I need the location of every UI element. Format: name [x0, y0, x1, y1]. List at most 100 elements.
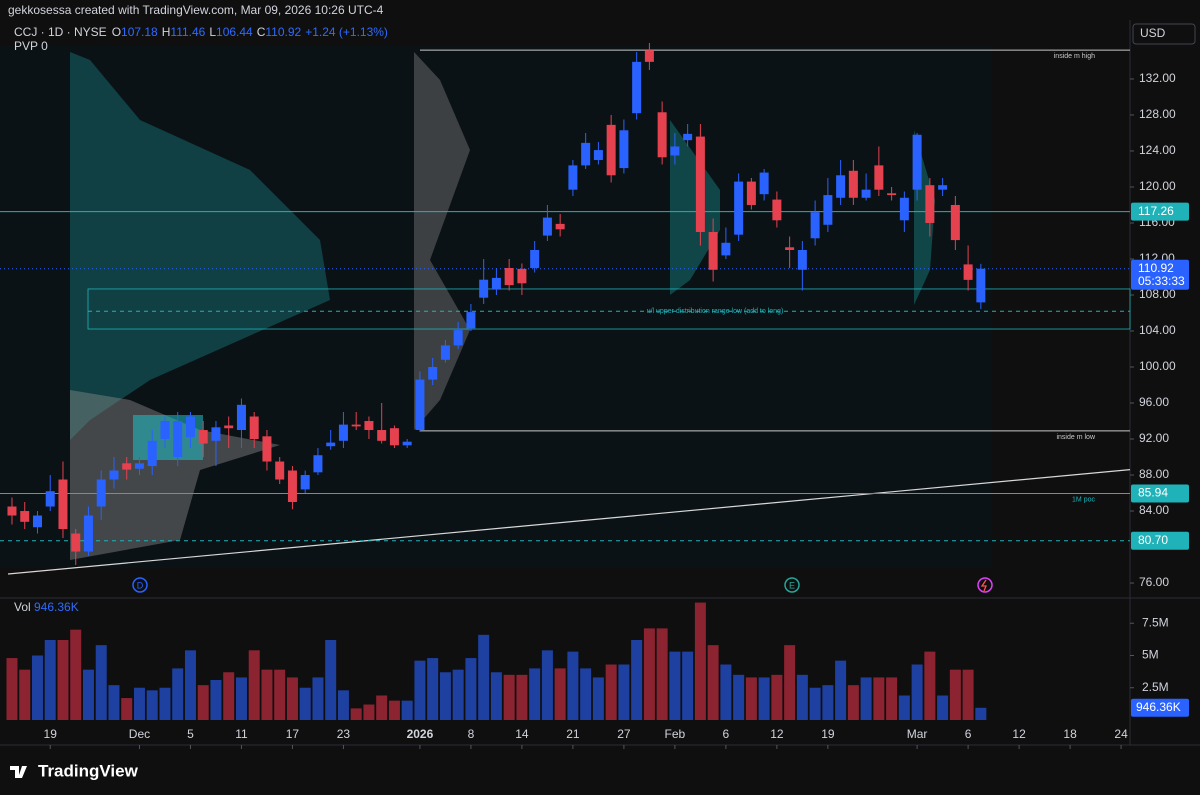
volume-bar — [516, 674, 528, 720]
indicator: PVP 0 — [14, 39, 48, 53]
x-tick-label: 5 — [187, 727, 194, 741]
volume-bar — [376, 695, 388, 720]
zone — [87, 288, 1131, 330]
change: +1.24 (+1.13%) — [305, 25, 388, 39]
candle-body — [568, 165, 578, 190]
volume-bar — [210, 680, 222, 720]
candle-body — [160, 421, 170, 440]
ohlc-value: 110.92 — [265, 25, 301, 39]
volume-bar — [873, 677, 885, 720]
volume-profile — [670, 120, 720, 295]
candle-body — [275, 461, 285, 480]
volume-bar — [19, 669, 31, 720]
y-tick-label: 76.00 — [1139, 575, 1169, 589]
y-tick-label: 120.00 — [1139, 179, 1176, 193]
vol-name: Vol — [14, 600, 31, 614]
ohlc-value: 111.46 — [170, 25, 205, 39]
x-tick-label: 14 — [515, 727, 529, 741]
last-price-box — [1131, 259, 1189, 290]
indicator-name: PVP — [14, 39, 38, 53]
volume-bar — [235, 677, 247, 720]
volume-bar — [6, 658, 18, 720]
y-tick-label: 92.00 — [1139, 431, 1169, 445]
ohlc-key: L — [209, 25, 216, 39]
x-tick-label: 18 — [1063, 727, 1077, 741]
price-label-box — [1131, 531, 1189, 550]
volume-bar — [835, 660, 847, 720]
candle-body — [504, 267, 514, 286]
y-tick-label: 128.00 — [1139, 107, 1176, 121]
volume-bar — [771, 674, 783, 720]
candle-body — [721, 242, 731, 256]
volume-bar — [44, 640, 56, 720]
trendline — [7, 469, 1131, 575]
last-price: 110.92 — [1138, 261, 1174, 275]
volume-profile — [70, 52, 330, 440]
candle-body — [555, 223, 565, 230]
candle-body — [657, 112, 667, 158]
candle-body — [899, 197, 909, 221]
volume-bar — [784, 645, 796, 720]
x-tick-label: 17 — [286, 727, 300, 741]
candle-body — [938, 185, 948, 190]
candle-body — [619, 130, 629, 169]
volume-bar — [388, 700, 400, 720]
candle-body — [122, 463, 132, 470]
level-text: 1M poc — [1072, 496, 1095, 503]
candle-body — [211, 427, 221, 441]
candle-body — [147, 440, 157, 467]
volume-bar — [643, 628, 655, 720]
volume-bar — [847, 685, 859, 720]
candle-body — [7, 506, 17, 516]
candle-body — [581, 142, 591, 166]
x-tick-label: 19 — [821, 727, 835, 741]
logo-mark — [10, 766, 27, 778]
volume-bar — [975, 707, 987, 720]
legend: CCJ · 1D · NYSE O107.18 H111.46 L106.44 C110… — [14, 25, 388, 39]
volume-bar — [898, 695, 910, 720]
logo: TradingView — [10, 761, 139, 780]
volume-bar — [70, 629, 82, 720]
y-tick-label: 124.00 — [1139, 143, 1176, 157]
volume-bar — [962, 669, 974, 720]
candle-body — [874, 165, 884, 190]
candle-body — [300, 475, 310, 490]
volume-bar — [937, 695, 949, 720]
x-tick-label: 21 — [566, 727, 580, 741]
currency-box[interactable] — [1132, 23, 1196, 45]
volume-bar — [184, 650, 196, 720]
candle-body — [338, 424, 348, 441]
y-tick-label: 96.00 — [1139, 395, 1169, 409]
vol-last-box — [1131, 698, 1189, 717]
candle-body — [887, 193, 897, 196]
volume-bar — [631, 640, 643, 720]
volume-bar — [299, 687, 311, 720]
price-label-box — [1131, 202, 1189, 221]
ohlc-key: C — [257, 25, 266, 39]
candle-body — [364, 421, 374, 431]
volume-bar — [580, 668, 592, 720]
event-marker — [784, 577, 800, 593]
candle-body — [797, 249, 807, 270]
candle-body — [389, 428, 399, 446]
x-tick-label: 12 — [770, 727, 784, 741]
volume-bar — [682, 651, 694, 720]
candle-body — [708, 231, 718, 270]
price-label: 80.70 — [1138, 533, 1168, 547]
volume-bar — [490, 672, 502, 720]
x-tick-label: 6 — [723, 727, 730, 741]
volume-bar — [121, 698, 133, 720]
level-text: inside m low — [1056, 434, 1095, 441]
candle-body — [402, 441, 412, 446]
event-marker — [132, 577, 148, 593]
candle-body — [785, 247, 795, 250]
volume-bar — [274, 669, 286, 720]
session-shade — [0, 46, 992, 568]
x-tick-label: 12 — [1012, 727, 1026, 741]
candle-body — [925, 185, 935, 223]
volume-bar — [656, 628, 668, 720]
x-tick-label: 19 — [44, 727, 58, 741]
x-tick-label: 23 — [337, 727, 351, 741]
volume-bar — [57, 640, 69, 720]
ohlc-key: O — [112, 25, 121, 39]
